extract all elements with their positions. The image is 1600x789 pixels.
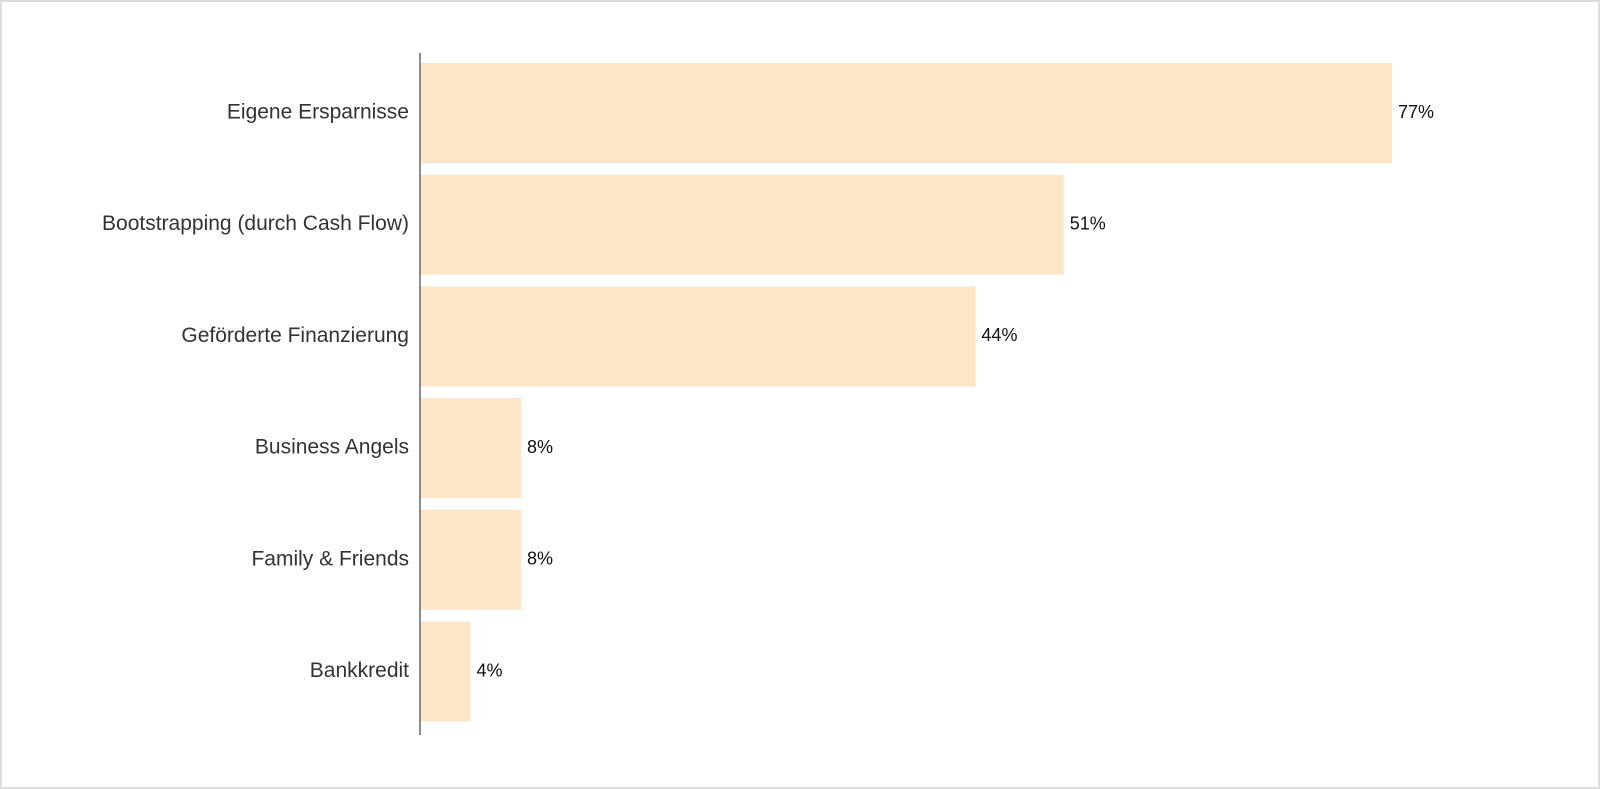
value-label: 51% bbox=[1070, 213, 1106, 233]
value-label: 8% bbox=[527, 549, 553, 569]
bar bbox=[420, 621, 471, 722]
bar bbox=[420, 63, 1392, 163]
category-label: Bankkredit bbox=[310, 659, 409, 682]
category-label: Eigene Ersparnisse bbox=[227, 101, 409, 124]
category-label: Geförderte Finanzierung bbox=[181, 324, 409, 347]
value-label: 77% bbox=[1398, 102, 1434, 122]
bar bbox=[420, 174, 1064, 275]
category-label: Bootstrapping (durch Cash Flow) bbox=[102, 212, 409, 235]
value-label: 44% bbox=[981, 325, 1017, 345]
value-label: 4% bbox=[476, 660, 502, 680]
bar bbox=[420, 286, 976, 387]
value-label: 8% bbox=[527, 437, 553, 457]
category-label: Business Angels bbox=[255, 436, 409, 459]
bar bbox=[420, 509, 521, 610]
category-label: Family & Friends bbox=[251, 547, 409, 570]
bar bbox=[420, 398, 521, 499]
